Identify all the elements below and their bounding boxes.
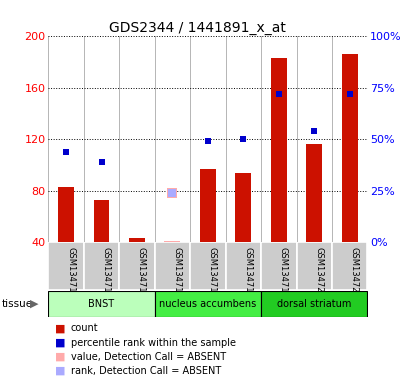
Bar (58, 187, 74, 242)
Text: ■: ■ (55, 338, 65, 348)
Bar (200, 169, 216, 242)
Text: BNST: BNST (89, 299, 115, 309)
Text: GSM134717: GSM134717 (208, 247, 217, 298)
Text: GSM134714: GSM134714 (102, 247, 110, 298)
Text: rank, Detection Call = ABSENT: rank, Detection Call = ABSENT (71, 366, 221, 376)
Text: count: count (71, 323, 98, 333)
Bar (235, 172, 251, 242)
Bar (342, 55, 358, 242)
Text: GSM134721: GSM134721 (350, 247, 359, 298)
Bar (48, 291, 155, 317)
Text: GDS2344 / 1441891_x_at: GDS2344 / 1441891_x_at (109, 21, 286, 35)
Bar (261, 291, 368, 317)
Bar (306, 144, 322, 242)
Bar (297, 242, 332, 290)
Text: ▶: ▶ (30, 299, 39, 309)
Text: percentile rank within the sample: percentile rank within the sample (71, 338, 236, 348)
Bar (155, 242, 190, 290)
Bar (271, 58, 287, 242)
Text: tissue: tissue (2, 299, 33, 309)
Bar (84, 242, 119, 290)
Text: GSM134715: GSM134715 (137, 247, 146, 298)
Text: nucleus accumbens: nucleus accumbens (159, 299, 257, 309)
Bar (226, 242, 261, 290)
Text: GSM134718: GSM134718 (243, 247, 252, 298)
Bar (119, 242, 155, 290)
Text: GSM134720: GSM134720 (314, 247, 323, 298)
Bar (261, 242, 297, 290)
Bar (48, 242, 84, 290)
Text: value, Detection Call = ABSENT: value, Detection Call = ABSENT (71, 352, 226, 362)
Text: dorsal striatum: dorsal striatum (277, 299, 352, 309)
Text: GSM134716: GSM134716 (173, 247, 181, 298)
Bar (155, 291, 261, 317)
Text: GSM134719: GSM134719 (279, 247, 288, 298)
Text: ■: ■ (55, 352, 65, 362)
Bar (332, 242, 368, 290)
Text: GSM134713: GSM134713 (66, 247, 75, 298)
Bar (129, 238, 145, 242)
Bar (165, 241, 181, 242)
Text: ■: ■ (55, 323, 65, 333)
Text: ■: ■ (55, 366, 65, 376)
Bar (190, 242, 226, 290)
Bar (94, 200, 110, 242)
